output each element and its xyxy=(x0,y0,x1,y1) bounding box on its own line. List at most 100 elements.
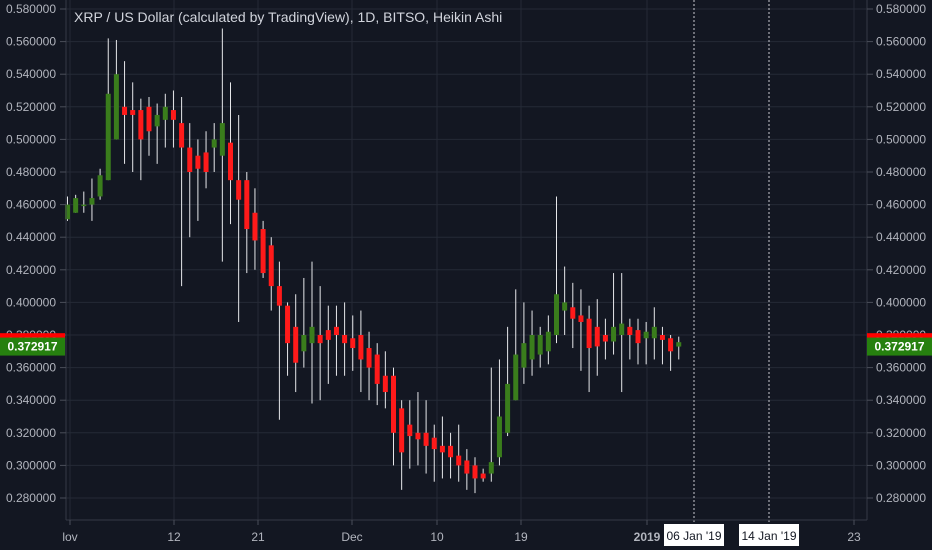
candle-body xyxy=(570,307,576,319)
y-tick-label: 0.460000 xyxy=(876,198,926,212)
candle-body xyxy=(399,408,405,453)
candle-body xyxy=(252,212,258,241)
time-axis[interactable]: lov 12 21 Dec 10 19 2019 23 06 Jan '19 14 Jan '19 xyxy=(62,520,861,546)
candle xyxy=(496,359,502,466)
candle-body xyxy=(170,110,176,120)
candle xyxy=(578,289,584,371)
price-label-box xyxy=(867,337,932,356)
candle-body xyxy=(122,106,128,115)
candle xyxy=(570,282,576,349)
candle xyxy=(317,286,323,401)
y-tick-label: 0.580000 xyxy=(876,2,926,16)
candle-body xyxy=(366,348,372,368)
x-tick-label: Dec xyxy=(341,530,362,544)
price-label-box xyxy=(0,337,65,356)
candle xyxy=(456,424,462,482)
y-tick-label: 0.360000 xyxy=(876,361,926,375)
candle-body xyxy=(203,152,209,172)
candle xyxy=(228,82,233,225)
y-tick-label: 0.400000 xyxy=(6,295,56,309)
x-tick-label: lov xyxy=(62,530,77,544)
y-tick-label: 0.320000 xyxy=(6,426,56,440)
candle-body xyxy=(350,338,356,349)
candle-body xyxy=(268,245,274,287)
candle xyxy=(594,299,600,376)
x-tick-label: 10 xyxy=(430,530,444,544)
candle-body xyxy=(521,343,527,368)
candle-body xyxy=(529,335,535,360)
candle xyxy=(505,326,511,437)
y-tick-label: 0.320000 xyxy=(876,426,926,440)
candle-body xyxy=(619,323,625,335)
candle-body xyxy=(138,110,144,140)
candle-body xyxy=(472,465,478,479)
candle-body xyxy=(464,460,470,474)
candle-body xyxy=(594,326,600,347)
candles[interactable] xyxy=(65,28,682,494)
date-marker-label: 06 Jan '19 xyxy=(666,529,721,543)
candle xyxy=(521,302,527,384)
candle xyxy=(268,237,274,311)
candle xyxy=(179,97,185,287)
candle-body xyxy=(586,318,592,349)
candle-body xyxy=(293,326,299,363)
candle xyxy=(554,196,559,344)
date-marker-box xyxy=(664,524,724,546)
candle-body xyxy=(65,204,70,220)
candle-body xyxy=(651,326,657,339)
candle-body xyxy=(578,315,584,322)
candle xyxy=(472,457,478,494)
y-tick-label: 0.360000 xyxy=(6,361,56,375)
candle-body xyxy=(276,286,282,306)
candle xyxy=(407,400,413,469)
price-axis-right[interactable]: 0.580000 0.560000 0.540000 0.520000 0.500000… xyxy=(867,2,926,505)
y-tick-label: 0.500000 xyxy=(6,132,56,146)
candle xyxy=(170,90,176,148)
candle xyxy=(643,321,649,365)
candle-body xyxy=(333,326,339,335)
y-tick-label: 0.560000 xyxy=(6,35,56,49)
candle-body xyxy=(236,180,242,200)
candle xyxy=(244,172,250,274)
candle xyxy=(391,367,396,466)
candle-body xyxy=(146,106,152,132)
candle-body xyxy=(391,375,396,433)
candle-body xyxy=(211,139,217,148)
price-label-text: 0.372917 xyxy=(874,340,924,354)
date-marker-box xyxy=(739,524,799,546)
candle-body xyxy=(505,383,511,433)
candle-body xyxy=(496,416,502,458)
candle xyxy=(219,28,225,262)
candle xyxy=(333,305,339,376)
candle-body xyxy=(537,335,543,355)
candle-body xyxy=(244,180,250,230)
y-tick-label: 0.520000 xyxy=(876,100,926,114)
candle-body xyxy=(562,302,568,311)
candle xyxy=(138,98,144,181)
candle-body xyxy=(195,155,201,169)
candle xyxy=(464,449,470,490)
candle-body xyxy=(448,445,454,458)
chart-title: XRP / US Dollar (calculated by TradingVi… xyxy=(74,9,503,25)
candle-body xyxy=(513,354,519,401)
candle-body xyxy=(676,342,682,347)
candle xyxy=(195,139,201,221)
candle xyxy=(635,318,641,365)
candle-body xyxy=(285,305,291,344)
date-marker-label: 14 Jan '19 xyxy=(741,529,796,543)
candle xyxy=(81,191,87,213)
candle-body xyxy=(113,74,119,140)
candle-body xyxy=(342,335,348,344)
candle-body xyxy=(219,123,225,156)
candle-body xyxy=(81,204,87,207)
y-tick-label: 0.420000 xyxy=(6,263,56,277)
candle-body xyxy=(374,354,380,384)
candle xyxy=(211,123,217,172)
candle xyxy=(162,93,168,148)
candle xyxy=(203,131,209,189)
price-axis-left[interactable]: 0.580000 0.560000 0.540000 0.520000 0.500000… xyxy=(6,2,66,505)
date-markers xyxy=(693,0,770,522)
candle-body xyxy=(480,473,486,479)
